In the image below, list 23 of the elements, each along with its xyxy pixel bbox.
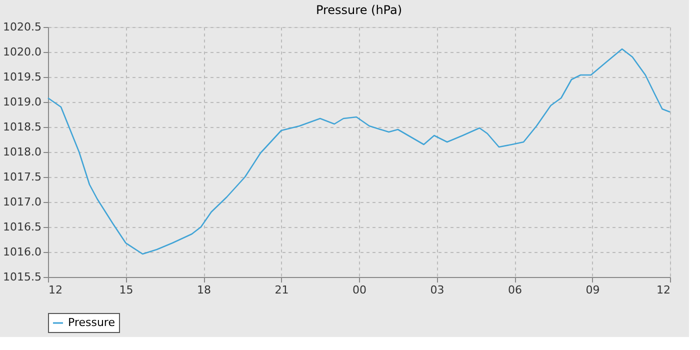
x-tick-label: 03 [430,284,444,296]
x-tick-label: 12 [656,284,670,296]
y-tick-label: 1020.0 [3,46,42,58]
legend-label: Pressure [68,316,116,329]
chart-title: Pressure (hPa) [316,3,402,17]
y-tick-label: 1020.5 [3,20,42,34]
y-tick-label: 1016.0 [3,246,42,258]
x-tick-label: 18 [197,284,211,296]
x-tick-label: 21 [274,284,289,296]
line-series [47,48,671,255]
x-tick-label: 15 [119,284,134,296]
y-tick-label: 1018.0 [3,146,42,158]
x-tick-label: 00 [352,284,366,296]
y-tick-label: 1019.5 [3,70,42,84]
y-tick-label: 1016.5 [3,220,42,234]
x-tick-label: 09 [586,284,600,296]
y-tick-label: 1017.0 [3,196,42,208]
y-tick-label: 1019.0 [3,96,42,108]
x-tick-label: 12 [48,284,62,296]
y-tick-label: 1018.5 [3,120,42,134]
y-tick-label: 1015.5 [3,270,42,284]
x-tick-label: 06 [508,284,522,296]
y-tick-label: 1017.5 [3,170,42,184]
